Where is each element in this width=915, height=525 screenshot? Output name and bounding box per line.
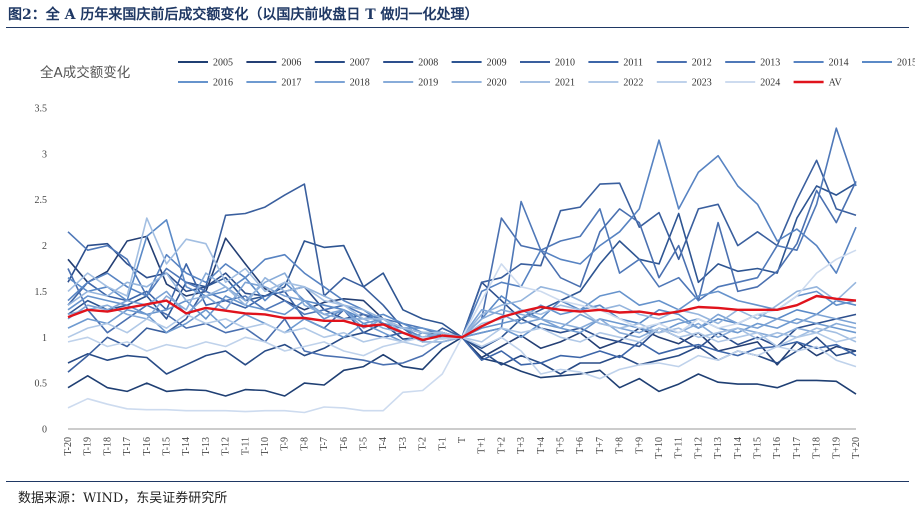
x-tick-label: T+3 [516, 437, 527, 454]
legend-label-2010: 2010 [555, 58, 575, 69]
x-tick-label: T+1 [477, 437, 488, 454]
x-tick-label: T+6 [575, 437, 586, 454]
x-tick-label: T+18 [812, 437, 823, 459]
series-line-2013 [67, 127, 857, 339]
x-tick-label: T-11 [240, 437, 251, 455]
legend-label-2012: 2012 [692, 58, 712, 69]
legend-label-2009: 2009 [487, 58, 507, 69]
legend-label-2007: 2007 [350, 58, 370, 69]
legend-label-2023: 2023 [692, 78, 712, 89]
x-tick-label: T+8 [615, 437, 626, 454]
x-tick-label: T-4 [378, 437, 389, 451]
legend-label-2020: 2020 [487, 78, 507, 89]
y-tick-label: 2.5 [35, 195, 48, 206]
x-tick-label: T+11 [674, 437, 685, 458]
y-tick-label: 1 [42, 333, 47, 344]
legend-label-2017: 2017 [281, 78, 301, 89]
legend-label-2015: 2015 [897, 58, 915, 69]
x-axis: T-20 T-19 T-18 T-17 T-16 T-15 T-14 T-13 T-12 T-11… [63, 428, 862, 459]
legend-label-2019: 2019 [418, 78, 438, 89]
x-tick-label: T-5 [359, 437, 370, 451]
x-tick-label: T-14 [181, 437, 192, 456]
legend-label-2013: 2013 [760, 58, 780, 69]
x-tick-label: T-16 [142, 437, 153, 456]
series-line-2024 [67, 249, 857, 414]
y-tick-label: 0 [42, 425, 47, 436]
chart-y-label: 全A成交额变化 [40, 64, 130, 81]
x-tick-label: T-6 [339, 437, 350, 451]
x-tick-label: T+7 [595, 437, 606, 454]
x-tick-label: T+4 [536, 437, 547, 454]
x-tick-label: T+14 [733, 437, 744, 459]
x-tick-label: T-3 [398, 437, 409, 451]
series-line-AV [67, 294, 857, 342]
y-tick-label: 1.5 [35, 287, 48, 298]
legend-label-2022: 2022 [623, 78, 643, 89]
x-tick-label: T-17 [122, 437, 133, 456]
y-tick-label: 3 [42, 149, 47, 160]
legend-label-2014: 2014 [829, 58, 849, 69]
x-tick-label: T+9 [634, 437, 645, 454]
y-tick-label: 0.5 [35, 379, 48, 390]
figure-title: 图2：全 A 历年来国庆前后成交额变化（以国庆前收盘日 T 做归一化处理） [8, 7, 479, 23]
plot-area [67, 127, 857, 414]
legend-label-2011: 2011 [623, 58, 643, 69]
legend-label-2024: 2024 [760, 78, 780, 89]
legend-label-2008: 2008 [418, 58, 438, 69]
x-tick-label: T+17 [792, 437, 803, 459]
x-tick-label: T+19 [831, 437, 842, 459]
source-note: 数据来源：WIND，东吴证券研究所 [18, 491, 228, 506]
x-tick-label: T-15 [162, 437, 173, 456]
x-tick-label: T+13 [713, 437, 724, 459]
legend-label-2005: 2005 [213, 58, 233, 69]
legend-label-2018: 2018 [350, 78, 370, 89]
top-rule [6, 27, 909, 28]
legend-label-AV: AV [829, 78, 843, 89]
legend: 2005 2006 2007 2008 2009 2010 2011 2012 2013 2014… [178, 58, 915, 89]
x-tick-label: T-13 [201, 437, 212, 456]
y-tick-label: 3.5 [35, 104, 48, 115]
bottom-rule [6, 481, 909, 482]
x-tick-label: T-19 [83, 437, 94, 456]
y-axis: 0 0.5 1 1.5 2 2.5 3 3.5 [35, 104, 48, 436]
legend-label-2021: 2021 [555, 78, 575, 89]
legend-label-2016: 2016 [213, 78, 233, 89]
x-tick-label: T-10 [260, 437, 271, 456]
x-tick-label: T-9 [280, 437, 291, 451]
x-tick-label: T [457, 437, 468, 443]
x-tick-label: T-12 [221, 437, 232, 456]
x-tick-label: T+20 [851, 437, 862, 459]
x-tick-label: T+2 [496, 437, 507, 454]
x-tick-label: T-20 [63, 437, 74, 456]
y-tick-label: 2 [42, 241, 47, 252]
x-tick-label: T-8 [299, 437, 310, 451]
x-tick-label: T-18 [102, 437, 113, 456]
x-tick-label: T-2 [418, 437, 429, 451]
series-line-2023 [67, 336, 857, 380]
x-tick-label: T+16 [772, 437, 783, 459]
x-tick-label: T+15 [753, 437, 764, 459]
series-line-2010 [67, 159, 857, 373]
legend-label-2006: 2006 [281, 58, 301, 69]
x-tick-label: T-1 [437, 437, 448, 451]
x-tick-label: T+10 [654, 437, 665, 459]
x-tick-label: T-7 [319, 437, 330, 451]
x-tick-label: T+12 [693, 437, 704, 459]
x-tick-label: T+5 [556, 437, 567, 454]
